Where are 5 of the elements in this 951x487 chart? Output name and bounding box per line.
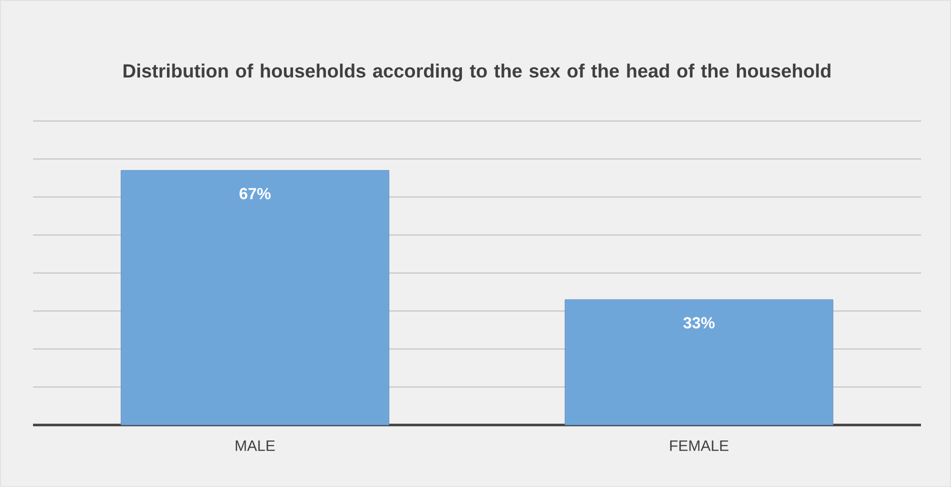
data-label: 33% xyxy=(683,317,715,328)
data-label: 67% xyxy=(240,188,271,200)
x-tick-label: MALE xyxy=(236,440,275,451)
chart-title: Distribution of households according to the sex of the head of the household xyxy=(124,64,830,82)
x-tick-label: FEMALE xyxy=(670,440,728,451)
